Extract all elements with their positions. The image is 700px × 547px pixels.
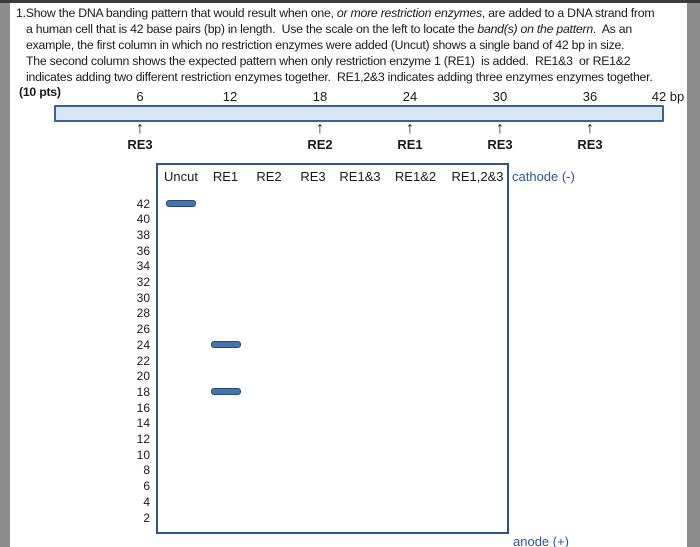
lane-label-re1-2: RE1&2 (394, 169, 437, 184)
scale-tick-label: 6 (136, 89, 144, 104)
cathode-label: cathode (-) (512, 169, 575, 184)
up-arrow-icon: ↑ (585, 120, 594, 137)
cut-site-re1-24bp: ↑ RE1 (397, 120, 422, 152)
ladder-value: 24 (136, 337, 150, 352)
question-text: 1.Show the DNA banding pattern that woul… (16, 5, 682, 85)
ladder-value: 12 (136, 432, 150, 446)
text-segment: example, the first column in which no re… (26, 38, 625, 52)
ladder-value: 6 (143, 479, 150, 494)
enzyme-label: RE1 (397, 137, 423, 152)
points-label: (10 pts) (19, 85, 61, 99)
anode-label: anode (+) (513, 534, 570, 547)
paragraph-line: example, the first column in which no re… (16, 37, 682, 53)
paragraph-line: The second column shows the expected pat… (16, 53, 682, 69)
viewer-top-edge (0, 0, 700, 3)
up-arrow-icon: ↑ (315, 120, 324, 137)
ladder-value: 30 (136, 290, 150, 305)
scale-tick-label: 30 (492, 89, 508, 104)
ladder-value: 42 (136, 196, 150, 211)
ladder-value: 28 (136, 306, 150, 321)
ladder-value: 10 (136, 447, 150, 462)
ladder-value: 16 (136, 400, 150, 415)
scale-tick-label: 36 (582, 89, 598, 104)
cut-site-re3-36bp: ↑ RE3 (577, 120, 602, 152)
ladder-value: 34 (136, 259, 150, 274)
lane-label-re1: RE1 (212, 169, 239, 184)
ladder-value: 22 (136, 353, 150, 368)
enzyme-label: RE3 (577, 137, 603, 152)
enzyme-label: RE3 (127, 137, 153, 152)
lane-label-re1-2-3: RE1,2&3 (451, 169, 504, 184)
cut-site-re3-30bp: ↑ RE3 (487, 120, 512, 152)
text-segment: or more restriction enzymes (336, 6, 482, 20)
ladder-value: 36 (136, 243, 150, 258)
gel-box (155, 162, 509, 534)
scale-tick-label: 24 (402, 89, 418, 104)
up-arrow-icon: ↑ (495, 120, 504, 137)
cut-site-re3-6bp: ↑ RE3 (127, 120, 152, 152)
text-segment: indicates adding two different restricti… (26, 70, 653, 84)
dna-strand-bar (54, 105, 664, 122)
enzyme-label: RE2 (307, 137, 333, 152)
text-segment: The second column shows the expected pat… (26, 54, 631, 68)
ladder-value: 2 (143, 510, 150, 525)
ladder-value: 4 (143, 494, 150, 509)
ladder-value: 8 (143, 463, 150, 478)
ladder-value: 38 (136, 227, 150, 242)
lane-label-re2: RE2 (256, 169, 282, 184)
gel-band-re1-24bp (210, 341, 241, 349)
paragraph-line: indicates adding two different restricti… (16, 69, 682, 85)
up-arrow-icon: ↑ (405, 120, 414, 137)
viewer-left-margin (0, 0, 10, 547)
ladder-value: 40 (136, 212, 150, 227)
text-segment: , are added to a DNA strand from (481, 6, 655, 20)
cut-site-re2-18bp: ↑ RE2 (307, 120, 332, 152)
text-segment: 1.Show the DNA banding pattern that woul… (16, 6, 337, 20)
up-arrow-icon: ↑ (135, 120, 144, 137)
text-segment: band(s) on the pattern (477, 22, 593, 36)
scale-tick-label: 18 (312, 89, 328, 104)
ladder-value: 20 (136, 369, 150, 384)
paragraph-line: 1.Show the DNA banding pattern that woul… (16, 5, 682, 21)
ladder-value: 18 (136, 384, 150, 399)
gel-band-re1-18bp (210, 388, 241, 396)
lane-label-re1-3: RE1&3 (339, 169, 381, 184)
ladder-value: 14 (136, 416, 150, 431)
paragraph-line: a human cell that is 42 base pairs (bp) … (16, 21, 682, 37)
lane-label-uncut: Uncut (164, 169, 198, 184)
lane-label-re3: RE3 (300, 169, 326, 184)
text-segment: . As an (592, 22, 632, 36)
scale-tick-label: 42 bp (651, 89, 685, 104)
ladder-value: 26 (136, 322, 150, 337)
enzyme-label: RE3 (487, 137, 513, 152)
gel-band-uncut-42bp (166, 200, 196, 207)
text-segment: a human cell that is 42 base pairs (bp) … (26, 22, 478, 36)
ladder-value: 32 (136, 275, 150, 289)
scale-tick-label: 12 (222, 89, 238, 104)
viewer-right-margin (687, 0, 700, 547)
